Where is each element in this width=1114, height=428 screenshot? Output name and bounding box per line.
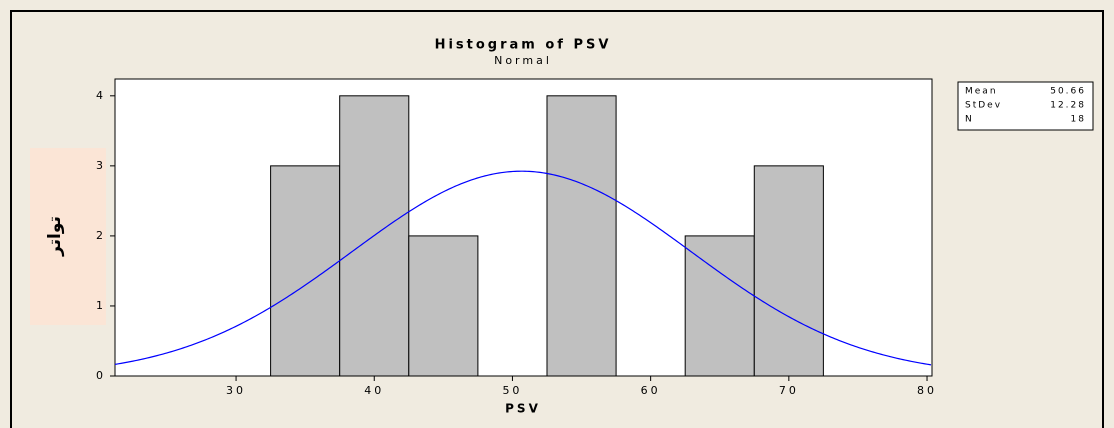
x-tick-label: 70 [779,384,799,397]
y-tick-label: 2 [96,229,103,242]
y-tick-label: 0 [96,369,103,382]
y-tick-label: 4 [96,89,103,102]
x-tick-label: 30 [226,384,246,397]
y-axis-label: تواتر [45,216,65,257]
x-tick-label: 60 [641,384,661,397]
bar [408,235,479,377]
stats-value: 50.66 [1050,87,1086,97]
chart-subtitle: Normal [494,54,552,67]
bar [339,95,410,377]
x-tick-label: 50 [502,384,522,397]
bar [753,165,824,377]
stats-label: N [965,115,974,125]
stats-value: 12.28 [1050,101,1086,111]
y-label-box [30,148,106,325]
y-tick-label: 3 [96,159,103,172]
x-axis-label: PSV [505,402,541,416]
frame [10,10,1104,428]
normal-curve [114,170,932,366]
chart-title: Histogram of PSV [435,38,612,53]
bar [546,95,617,377]
stats-label: Mean [965,87,998,97]
y-tick-label: 1 [96,299,103,312]
bar [270,165,341,377]
x-tick-label: 80 [917,384,937,397]
x-tick-label: 40 [364,384,384,397]
stats-box [957,81,1094,131]
bar [684,235,755,377]
stats-label: StDev [965,101,1002,111]
stats-value: 18 [1071,115,1086,125]
